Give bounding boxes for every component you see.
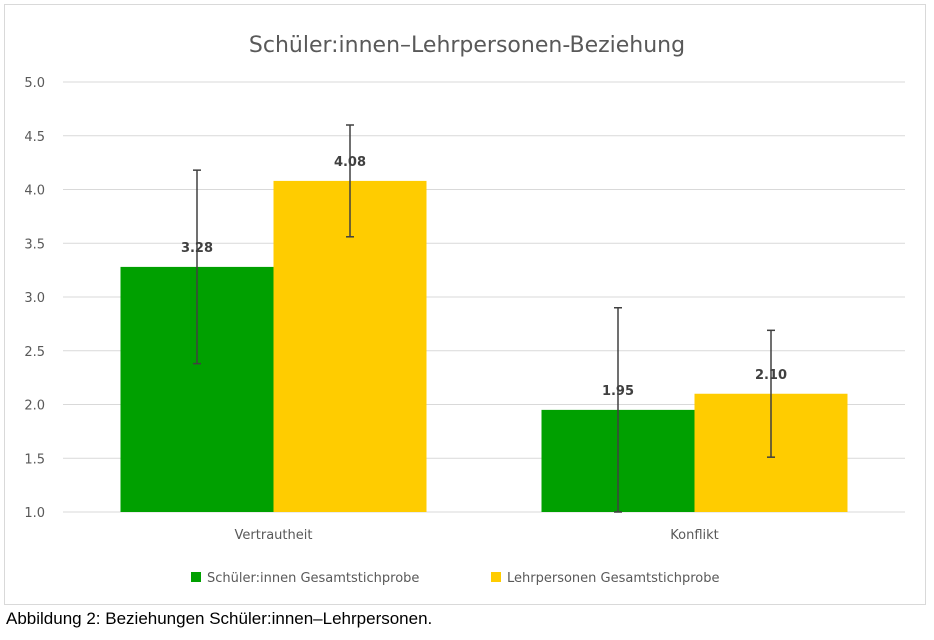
y-tick-label: 2.5	[24, 345, 45, 360]
legend-swatch	[491, 572, 501, 582]
legend-swatch	[191, 572, 201, 582]
y-tick-label: 2.0	[24, 399, 45, 414]
figure-caption: Abbildung 2: Beziehungen Schüler:innen–L…	[6, 609, 433, 628]
y-tick-label: 3.5	[24, 237, 45, 252]
bar-chart: Schüler:innen–Lehrpersonen-Beziehung 1.0…	[24, 33, 905, 586]
category-label: Vertrautheit	[235, 528, 313, 543]
bars	[120, 180, 848, 512]
y-axis-ticks: 1.0 1.5 2.0 2.5 3.0 3.5 4.0 4.5 5.0	[24, 76, 45, 521]
data-label: 4.08	[334, 155, 366, 170]
category-label: Konflikt	[670, 528, 719, 543]
legend-label: Schüler:innen Gesamtstichprobe	[207, 571, 419, 586]
error-bars	[193, 124, 775, 513]
data-labels: 3.28 4.08 1.95 2.10	[181, 155, 787, 399]
chart-frame: Schüler:innen–Lehrpersonen-Beziehung 1.0…	[4, 4, 926, 605]
x-axis-categories: Vertrautheit Konflikt	[235, 528, 719, 543]
y-tick-label: 3.0	[24, 291, 45, 306]
chart-title: Schüler:innen–Lehrpersonen-Beziehung	[249, 33, 685, 58]
data-label: 2.10	[755, 368, 787, 383]
data-label: 1.95	[602, 384, 634, 399]
legend-label: Lehrpersonen Gesamtstichprobe	[507, 571, 719, 586]
y-tick-label: 4.5	[24, 130, 45, 145]
y-tick-label: 5.0	[24, 76, 45, 91]
y-tick-label: 4.0	[24, 184, 45, 199]
y-tick-label: 1.0	[24, 506, 45, 521]
legend: Schüler:innen Gesamtstichprobe Lehrperson…	[191, 571, 719, 586]
data-label: 3.28	[181, 241, 213, 256]
y-tick-label: 1.5	[24, 452, 45, 467]
